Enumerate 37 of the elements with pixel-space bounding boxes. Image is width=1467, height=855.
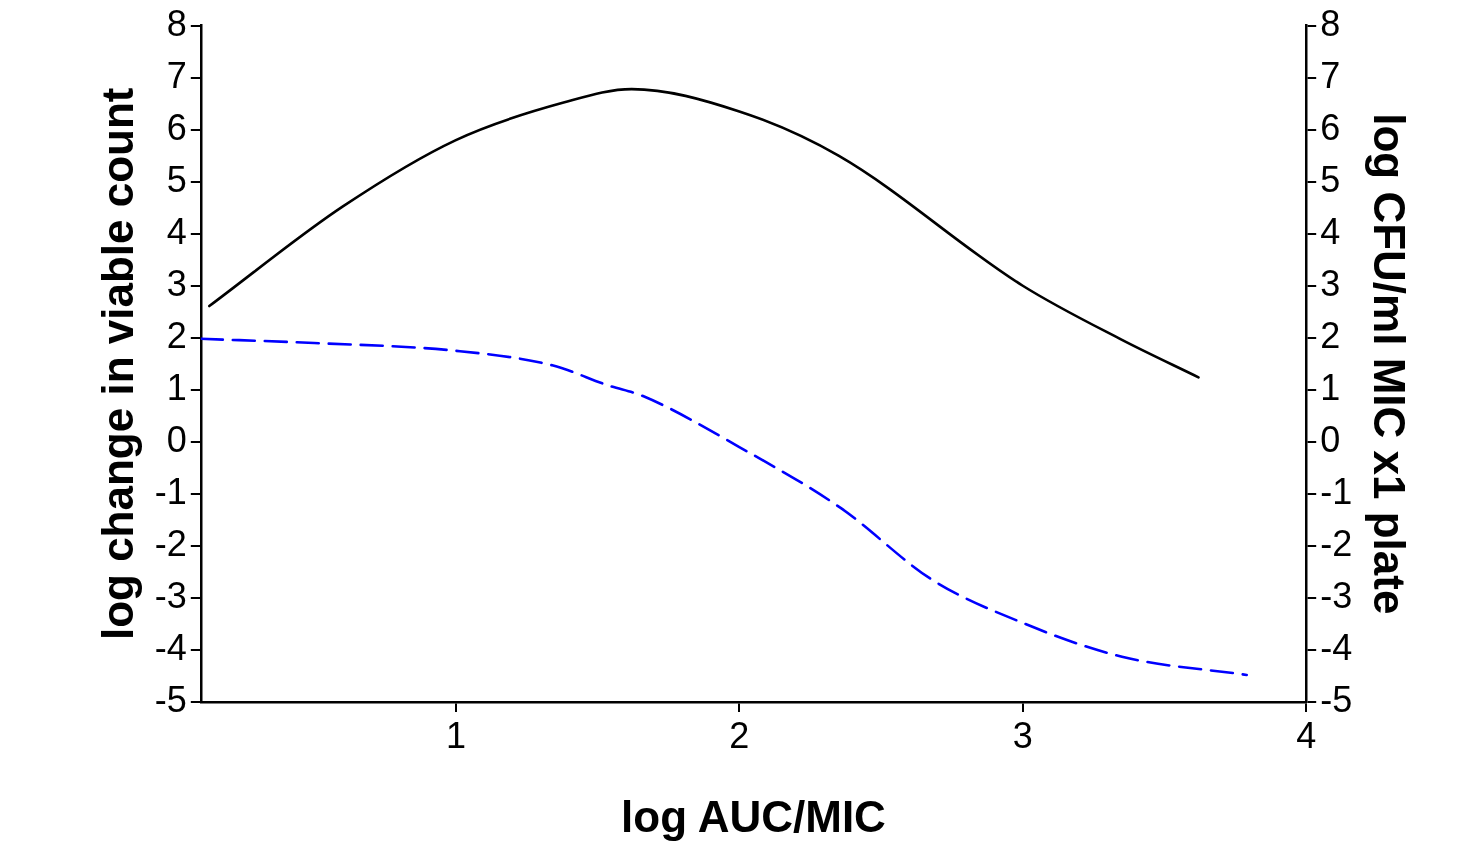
y-tick-label: -1 — [154, 470, 187, 512]
y2-tick-label: 5 — [1320, 158, 1341, 200]
y-tick-label: 5 — [166, 158, 187, 200]
y-tick-label: 7 — [166, 54, 187, 96]
y2-tick-label: -3 — [1320, 574, 1353, 616]
x-tick-label: 1 — [445, 714, 466, 756]
y2-tick-label: 6 — [1320, 106, 1341, 148]
y-tick-label: -5 — [154, 678, 187, 720]
y-tick-label: 2 — [166, 314, 187, 356]
y2-tick-label: -1 — [1320, 470, 1353, 512]
y2-tick-label: 7 — [1320, 54, 1341, 96]
y-tick-label: -4 — [154, 626, 187, 668]
y-tick-label: 3 — [166, 262, 187, 304]
y-tick-label: 4 — [166, 210, 187, 252]
y2-tick-label: -2 — [1320, 522, 1353, 564]
x-tick-label: 4 — [1296, 714, 1317, 756]
x-tick-label: 3 — [1012, 714, 1033, 756]
y-tick-label: -3 — [154, 574, 187, 616]
y-tick-label: 1 — [166, 366, 187, 408]
y2-tick-label: 4 — [1320, 210, 1341, 252]
line-series — [200, 337, 1248, 677]
x-axis-title: log AUC/MIC — [621, 791, 886, 841]
y-tick-label: 8 — [166, 2, 187, 44]
line-series — [208, 87, 1200, 379]
y2-tick-label: 0 — [1320, 418, 1341, 460]
y2-tick-label: 8 — [1320, 2, 1341, 44]
y2-tick-label: 2 — [1320, 314, 1341, 356]
y-tick-label: 0 — [166, 418, 187, 460]
y2-axis-title: log CFU/ml MIC x1 plate — [1365, 113, 1415, 615]
y2-tick-label: -4 — [1320, 626, 1353, 668]
y2-tick-label: 1 — [1320, 366, 1341, 408]
y2-tick-label: 3 — [1320, 262, 1341, 304]
x-tick-label: 2 — [729, 714, 750, 756]
y2-tick-label: -5 — [1320, 678, 1353, 720]
y-axis-title: log change in viable count — [92, 87, 142, 641]
y-tick-label: -2 — [154, 522, 187, 564]
y-tick-label: 6 — [166, 106, 187, 148]
